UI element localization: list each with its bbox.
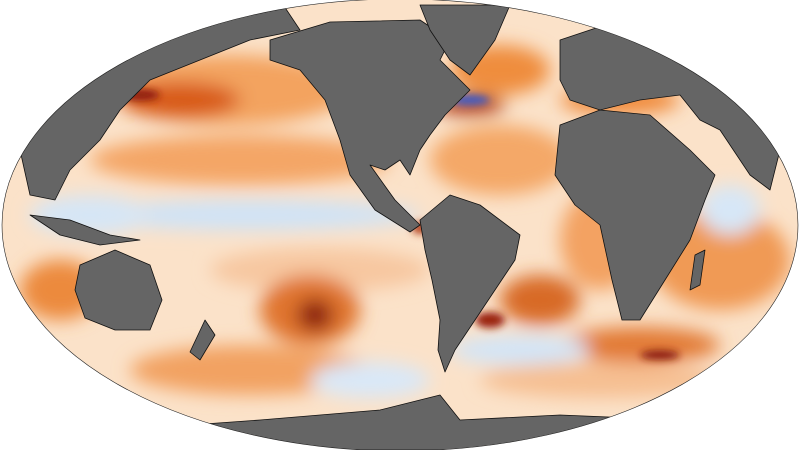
indonesia [29, 214, 141, 246]
north-america [269, 19, 471, 233]
south-america [419, 194, 521, 373]
new-zealand [189, 319, 216, 361]
australia [74, 249, 163, 331]
madagascar [689, 249, 706, 291]
africa [554, 109, 716, 321]
